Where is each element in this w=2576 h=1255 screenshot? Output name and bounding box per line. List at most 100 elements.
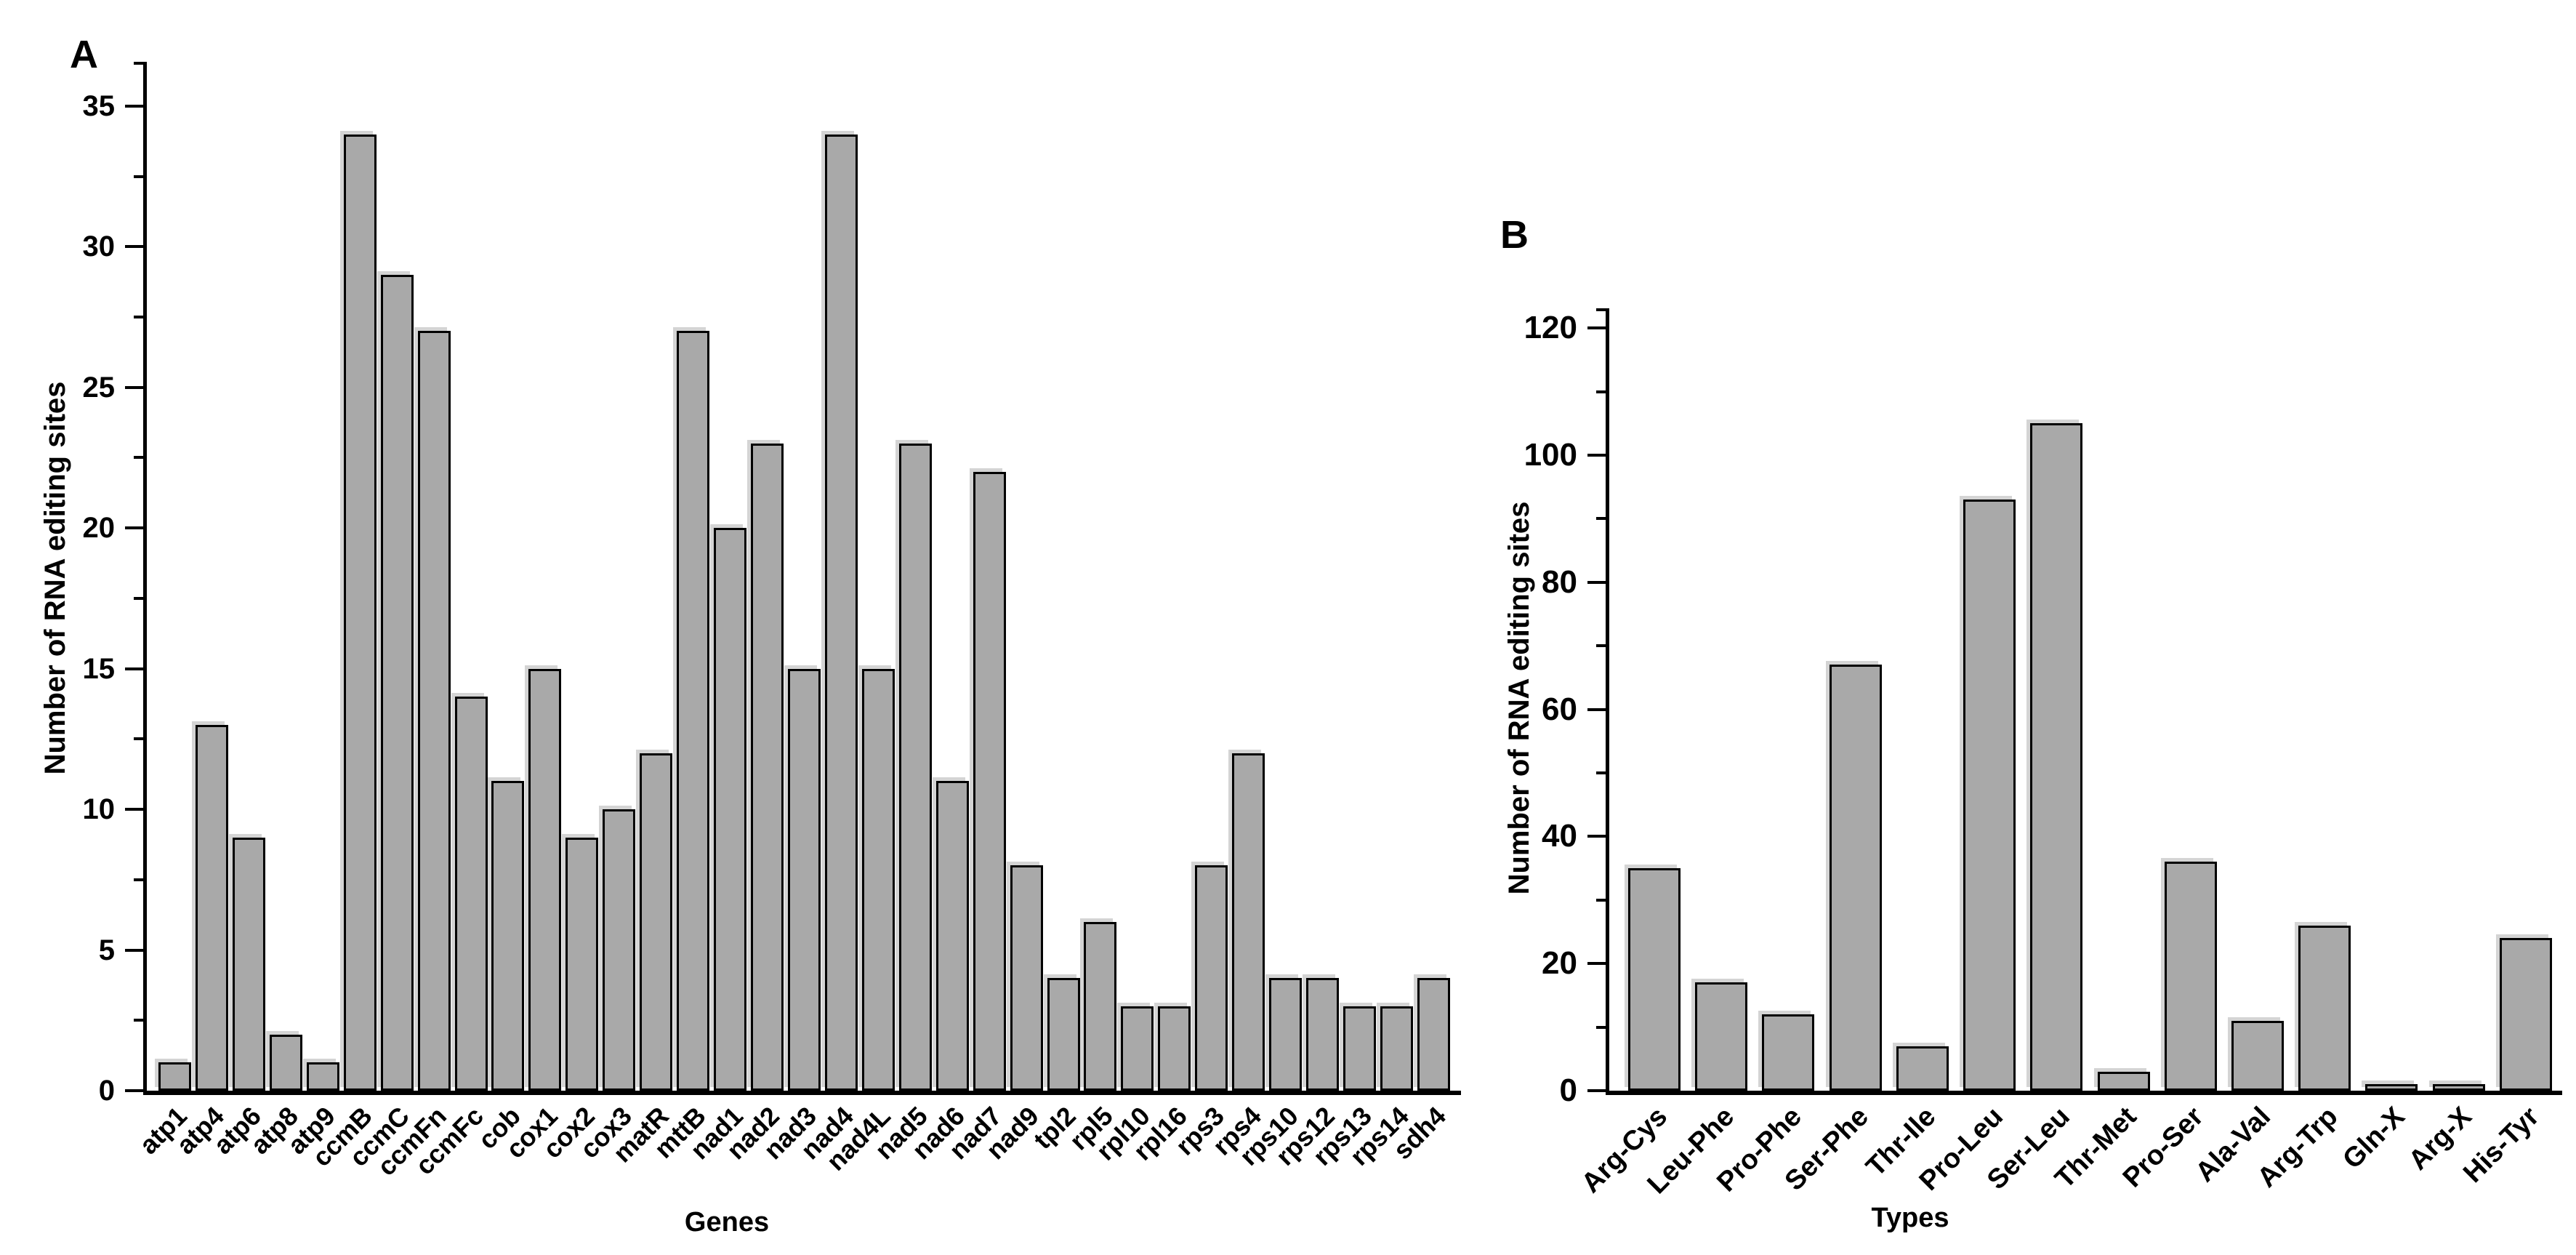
- bar-nad6: [935, 781, 969, 1091]
- bar-slot-rps10: rps10: [1233, 978, 1303, 1171]
- bar-slot-rps13: rps13: [1307, 1006, 1377, 1171]
- bar-slot-cox3: cox3: [574, 809, 637, 1164]
- bar-slot-nad6: nad6: [906, 781, 970, 1165]
- panel-a-letter: A: [70, 33, 98, 76]
- y-minor-tick: [134, 596, 147, 600]
- bar-cox2: [565, 837, 599, 1091]
- bar-slot-Pro-Phe: Pro-Phe: [1711, 1014, 1815, 1198]
- bar-slot-atp1: atp1: [134, 1062, 193, 1160]
- y-major-tick: [125, 104, 147, 108]
- bar-slot-matR: matR: [607, 753, 675, 1168]
- bar-slot-atp8: atp8: [245, 1034, 304, 1160]
- panel-a-bars: atp1 atp4 atp6 atp8 atp9 ccmB ccmC ccmFn ccmFc co…: [134, 63, 1461, 1182]
- y-tick-label: 15: [82, 652, 116, 685]
- bar-rpl10: [1121, 1006, 1154, 1091]
- y-major-tick: [125, 808, 147, 811]
- y-major-tick: [1587, 326, 1609, 330]
- bar-rps13: [1343, 1006, 1376, 1091]
- bar-slot-rps14: rps14: [1344, 1006, 1414, 1171]
- panel-b-letter: B: [1500, 213, 1529, 257]
- bar-slot-mttB: mttB: [648, 331, 711, 1164]
- panel-b-plot-area: Arg-Cys Leu-Phe Pro-Phe Ser-Phe Thr-Ile Pro-L…: [1524, 308, 2562, 1200]
- y-tick-label: 30: [82, 230, 116, 263]
- x-tick-label-Gln-X: Gln-X: [2337, 1101, 2411, 1175]
- y-tick-label: 35: [82, 89, 116, 122]
- y-tick-label: 60: [1542, 691, 1577, 727]
- bar-rpl5: [1084, 921, 1117, 1091]
- bar-atp9: [306, 1062, 339, 1091]
- y-tick-label: 0: [1559, 1072, 1577, 1108]
- bar-atp1: [158, 1062, 191, 1091]
- bar-slot-Arg-X: Arg-X: [2403, 1084, 2485, 1176]
- y-major-tick: [125, 948, 147, 952]
- bar-atp6: [232, 837, 265, 1091]
- bar-nad4L: [861, 668, 895, 1091]
- bar-slot-atp4: atp4: [171, 725, 230, 1160]
- bar-Leu-Phe: [1695, 982, 1748, 1091]
- bar-His-Tyr: [2499, 938, 2552, 1091]
- bar-atp4: [195, 725, 228, 1091]
- y-major-tick: [1587, 580, 1609, 584]
- bar-nad9: [1010, 865, 1043, 1091]
- bar-slot-Thr-Met: Thr-Met: [2050, 1071, 2150, 1195]
- bar-slot-tpl2: tpl2: [1028, 978, 1082, 1155]
- y-tick-label: 10: [82, 793, 116, 826]
- y-major-tick: [1587, 1089, 1609, 1092]
- bar-slot-rps4: rps4: [1207, 753, 1267, 1161]
- bar-mttB: [677, 331, 710, 1091]
- bar-slot-cob: cob: [472, 781, 526, 1155]
- bar-ccmFn: [417, 331, 451, 1091]
- bar-cox1: [528, 668, 562, 1091]
- bar-slot-His-Tyr: His-Tyr: [2458, 938, 2552, 1189]
- panel-a-plot-area: atp1 atp4 atp6 atp8 atp9 ccmB ccmC ccmFn ccmFc co…: [83, 62, 1461, 1182]
- y-minor-tick: [1596, 517, 1609, 521]
- bar-slot-nad2: nad2: [721, 444, 785, 1165]
- y-tick-label: 120: [1524, 310, 1577, 346]
- bar-slot-Pro-Leu: Pro-Leu: [1913, 500, 2016, 1197]
- bar-rps12: [1306, 978, 1340, 1091]
- bar-slot-nad4L: nad4L: [821, 668, 896, 1176]
- bar-nad5: [898, 444, 932, 1091]
- y-minor-tick: [134, 175, 147, 178]
- bar-slot-cox2: cox2: [537, 837, 600, 1164]
- bar-Ala-Val: [2231, 1020, 2284, 1091]
- y-major-tick: [1587, 962, 1609, 966]
- panel-b-x-axis-title: Types: [1871, 1203, 1949, 1233]
- bar-slot-rps3: rps3: [1170, 865, 1230, 1161]
- y-minor-tick: [1596, 644, 1609, 648]
- bar-rps4: [1232, 753, 1265, 1091]
- bar-rpl16: [1158, 1006, 1191, 1091]
- bar-rps10: [1269, 978, 1303, 1091]
- bar-rps14: [1380, 1006, 1413, 1091]
- y-axis-cap-tick: [1596, 308, 1609, 311]
- bar-Ser-Leu: [2030, 423, 2083, 1091]
- bar-slot-sdh4: sdh4: [1388, 978, 1452, 1165]
- panel-a-x-axis-title: Genes: [684, 1207, 770, 1238]
- y-minor-tick: [134, 316, 147, 319]
- bar-slot-Thr-Ile: Thr-Ile: [1860, 1046, 1949, 1182]
- bar-ccmC: [380, 275, 414, 1091]
- bar-slot-Ser-Leu: Ser-Leu: [1981, 423, 2083, 1195]
- bar-Gln-X: [2365, 1084, 2418, 1091]
- bar-nad7: [973, 471, 1006, 1091]
- bar-nad4: [824, 134, 858, 1091]
- bar-slot-Leu-Phe: Leu-Phe: [1642, 982, 1748, 1200]
- bar-slot-ccmC: ccmC: [344, 275, 415, 1172]
- bar-Thr-Met: [2097, 1071, 2150, 1091]
- bar-Ser-Phe: [1829, 665, 1882, 1091]
- panel-b-y-axis-title: Number of RNA editing sites: [1503, 501, 1535, 895]
- y-tick-label: 5: [98, 934, 115, 966]
- y-tick-label: 40: [1542, 818, 1577, 854]
- bar-ccmFc: [454, 697, 488, 1091]
- bar-Pro-Leu: [1963, 500, 2016, 1091]
- bar-slot-nad9: nad9: [981, 865, 1045, 1165]
- y-major-tick: [125, 667, 147, 670]
- bar-sdh4: [1417, 978, 1450, 1091]
- y-minor-tick: [134, 878, 147, 881]
- bar-slot-Pro-Ser: Pro-Ser: [2117, 862, 2217, 1193]
- bar-slot-nad7: nad7: [943, 471, 1007, 1165]
- bar-slot-nad4: nad4: [795, 134, 859, 1165]
- bar-slot-rpl10: rpl10: [1090, 1006, 1156, 1166]
- bar-slot-Ala-Val: Ala-Val: [2190, 1020, 2284, 1188]
